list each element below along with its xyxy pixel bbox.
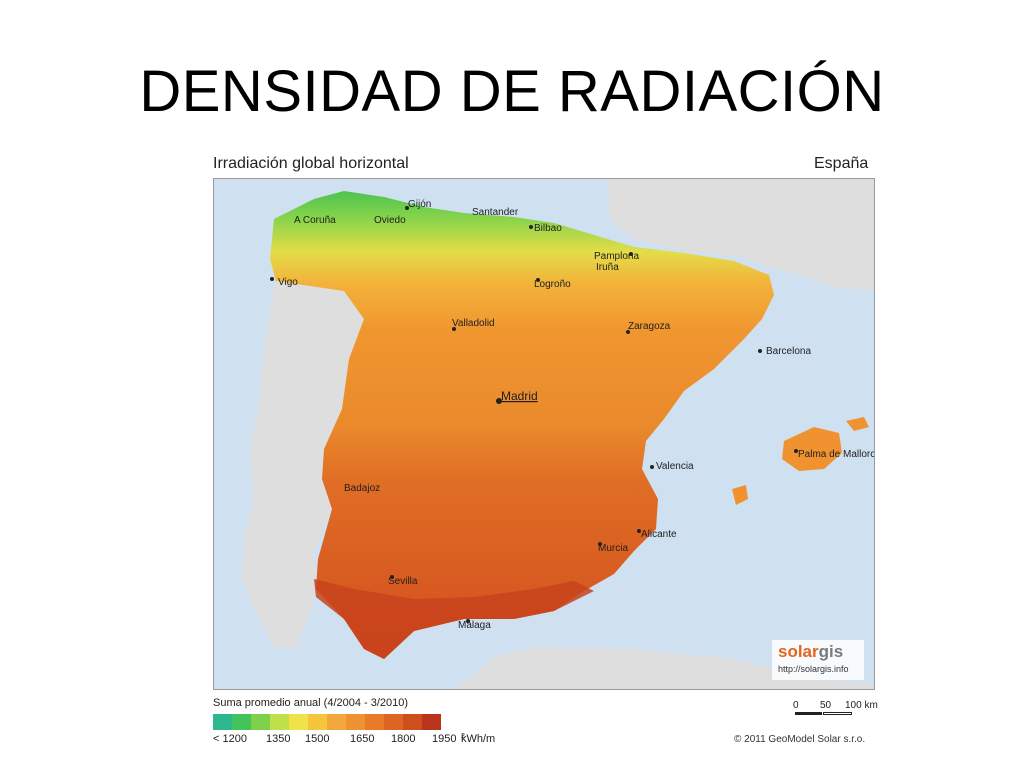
city-label-valencia: Valencia [656, 461, 694, 472]
legend-swatch [422, 714, 441, 730]
solargis-brand: solargis http://solargis.info [772, 640, 864, 680]
legend-swatch [308, 714, 327, 730]
scale-segment [795, 712, 822, 715]
irradiation-map: Gijón A Coruña Oviedo Santander Bilbao P… [213, 178, 875, 690]
logo-text-gis: gis [818, 642, 844, 661]
legend-label: 1950 [432, 733, 457, 745]
legend-swatch [403, 714, 422, 730]
spain-land [270, 191, 774, 659]
map-canvas: Gijón A Coruña Oviedo Santander Bilbao P… [242, 179, 875, 689]
city-label-logrono: Logroño [534, 279, 571, 290]
city-markers [270, 206, 798, 623]
logo-text-solar: solar [778, 642, 819, 661]
solargis-logo: solargis [778, 642, 843, 662]
city-label-badajoz: Badajoz [344, 483, 380, 494]
menorca-island [846, 417, 869, 431]
city-label-iruna: Iruña [596, 262, 619, 273]
legend-swatch [270, 714, 289, 730]
city-label-malaga: Málaga [458, 620, 491, 631]
city-label-valladolid: Valladolid [452, 318, 495, 329]
copyright-text: © 2011 GeoModel Solar s.r.o. [734, 734, 866, 745]
city-label-sevilla: Sevilla [388, 576, 418, 587]
africa-land [456, 647, 874, 689]
ibiza-island [732, 485, 748, 505]
legend-caption: Suma promedio anual (4/2004 - 3/2010) [213, 697, 409, 709]
city-label-zaragoza: Zaragoza [628, 321, 671, 332]
mallorca-island [782, 427, 842, 471]
legend-unit-text: kWh/m [461, 733, 496, 745]
legend-swatch [346, 714, 365, 730]
city-label-a-coruna: A Coruña [294, 215, 336, 226]
legend-swatch [365, 714, 384, 730]
legend-label: 1800 [391, 733, 416, 745]
city-label-madrid: Madrid [501, 389, 538, 403]
legend-swatch [251, 714, 270, 730]
legend-swatch [232, 714, 251, 730]
legend-swatch [213, 714, 232, 730]
city-label-barcelona: Barcelona [766, 346, 811, 357]
solargis-url[interactable]: http://solargis.info [778, 664, 849, 674]
legend-label: < 1200 [213, 733, 247, 745]
city-label-palma: Palma de Mallorca [798, 449, 875, 460]
city-label-gijon: Gijón [408, 199, 431, 210]
legend-swatch [384, 714, 403, 730]
scale-segment [823, 712, 852, 715]
map-title: Irradiación global horizontal [213, 155, 409, 172]
map-country-label: España [814, 155, 869, 172]
legend-unit-sup: 2 [461, 733, 465, 740]
legend-color-bar [213, 714, 441, 730]
legend-label: 1350 [266, 733, 291, 745]
city-label-murcia: Murcia [598, 543, 628, 554]
france-land [609, 179, 874, 291]
scale-label-100: 100 km [845, 700, 878, 711]
slide-title: DENSIDAD DE RADIACIÓN [139, 59, 885, 124]
city-label-pamplona: Pamplona [594, 251, 639, 262]
legend-label: 1650 [350, 733, 375, 745]
city-label-vigo: Vigo [278, 277, 298, 288]
south-hotspot [314, 579, 594, 659]
scale-label-0: 0 [793, 700, 799, 711]
city-label-oviedo: Oviedo [374, 215, 406, 226]
scale-label-50: 50 [820, 700, 832, 711]
city-label-bilbao: Bilbao [534, 223, 562, 234]
legend-swatch [327, 714, 346, 730]
legend-swatch [289, 714, 308, 730]
city-label-santander: Santander [472, 207, 519, 218]
legend-label: 1500 [305, 733, 330, 745]
portugal-land [242, 281, 364, 649]
city-label-alicante: Alicante [641, 529, 677, 540]
